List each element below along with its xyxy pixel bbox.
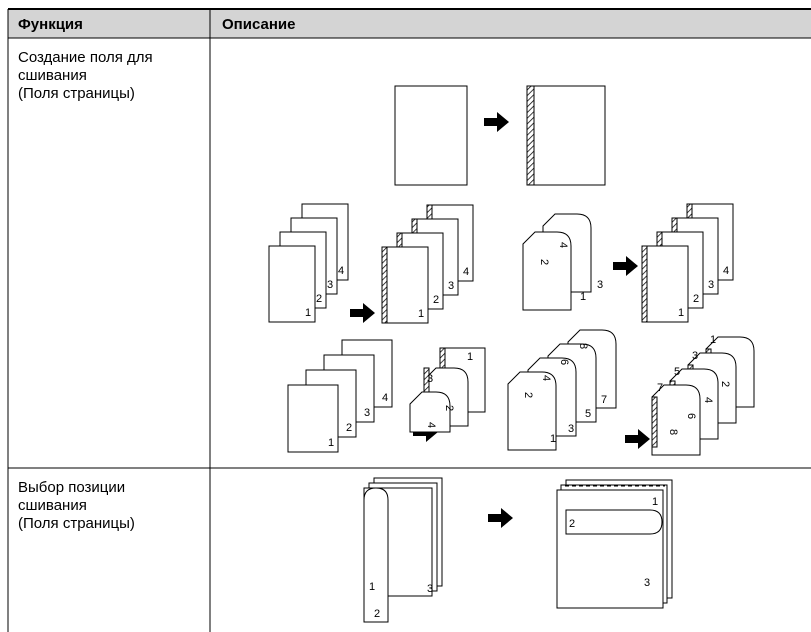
page-number: 3 xyxy=(597,279,603,291)
page-number: 3 xyxy=(692,350,698,362)
page-number: 1 xyxy=(369,581,375,593)
page-number: 2 xyxy=(569,518,575,530)
page-number: 4 xyxy=(557,242,569,248)
page-number: 3 xyxy=(448,280,454,292)
page-number: 1 xyxy=(710,334,716,346)
function-text: сшивания xyxy=(18,497,87,514)
folded-page xyxy=(522,231,572,311)
page xyxy=(556,489,664,609)
page-number: 4 xyxy=(463,266,469,278)
page-number: 1 xyxy=(418,308,424,320)
page-number: 3 xyxy=(427,583,433,595)
page-number: 1 xyxy=(467,351,473,363)
page-number: 5 xyxy=(585,408,591,420)
page-number: 2 xyxy=(719,381,731,387)
page-number: 2 xyxy=(443,405,455,411)
page-number: 8 xyxy=(667,429,679,435)
folded-page xyxy=(409,391,451,433)
page xyxy=(641,245,689,323)
folded-page xyxy=(651,384,701,456)
page-number: 2 xyxy=(374,608,380,620)
page-number: 1 xyxy=(678,307,684,319)
page-number: 3 xyxy=(644,577,650,589)
page-number: 4 xyxy=(382,392,388,404)
function-text: (Поля страницы) xyxy=(18,515,135,532)
page-number: 6 xyxy=(685,413,697,419)
function-text: сшивания xyxy=(18,67,87,84)
arrow xyxy=(625,429,650,449)
page-number: 3 xyxy=(364,407,370,419)
page-number: 7 xyxy=(657,382,663,394)
page-number: 5 xyxy=(674,366,680,378)
page-number: 3 xyxy=(427,373,433,385)
curl xyxy=(363,487,389,623)
header-cell: Описание xyxy=(222,16,295,33)
arrow xyxy=(613,256,638,276)
margin xyxy=(526,85,535,186)
page-number: 2 xyxy=(316,293,322,305)
page-number: 2 xyxy=(538,259,550,265)
page-number: 4 xyxy=(338,265,344,277)
page-number: 4 xyxy=(425,422,437,428)
page-number: 3 xyxy=(568,423,574,435)
header-bg xyxy=(8,9,811,38)
page xyxy=(394,85,468,186)
page xyxy=(287,384,339,453)
page-number: 1 xyxy=(305,307,311,319)
page xyxy=(268,245,316,323)
page-number: 2 xyxy=(346,422,352,434)
page-number: 2 xyxy=(433,294,439,306)
curl xyxy=(565,509,663,535)
function-text: Выбор позиции xyxy=(18,479,125,496)
arrow xyxy=(488,508,513,528)
page-number: 1 xyxy=(550,433,556,445)
page-number: 1 xyxy=(580,291,586,303)
page-number: 4 xyxy=(723,265,729,277)
arrow xyxy=(484,112,509,132)
function-text: (Поля страницы) xyxy=(18,85,135,102)
arrow xyxy=(350,303,375,323)
page xyxy=(381,246,429,324)
page-number: 2 xyxy=(522,392,534,398)
margin xyxy=(651,396,658,448)
header-cell: Функция xyxy=(18,16,83,33)
folded-page xyxy=(507,371,557,451)
page-number: 4 xyxy=(540,375,552,381)
page-number: 1 xyxy=(328,437,334,449)
page-number: 6 xyxy=(558,359,570,365)
page-number: 8 xyxy=(577,343,589,349)
page-number: 7 xyxy=(601,394,607,406)
page-number: 2 xyxy=(693,293,699,305)
margin xyxy=(381,246,388,324)
page-number: 1 xyxy=(652,496,658,508)
page-number: 3 xyxy=(708,279,714,291)
page-number: 4 xyxy=(702,397,714,403)
function-text: Создание поля для xyxy=(18,49,153,66)
page-number: 3 xyxy=(327,279,333,291)
page xyxy=(526,85,606,186)
margin xyxy=(641,245,648,323)
